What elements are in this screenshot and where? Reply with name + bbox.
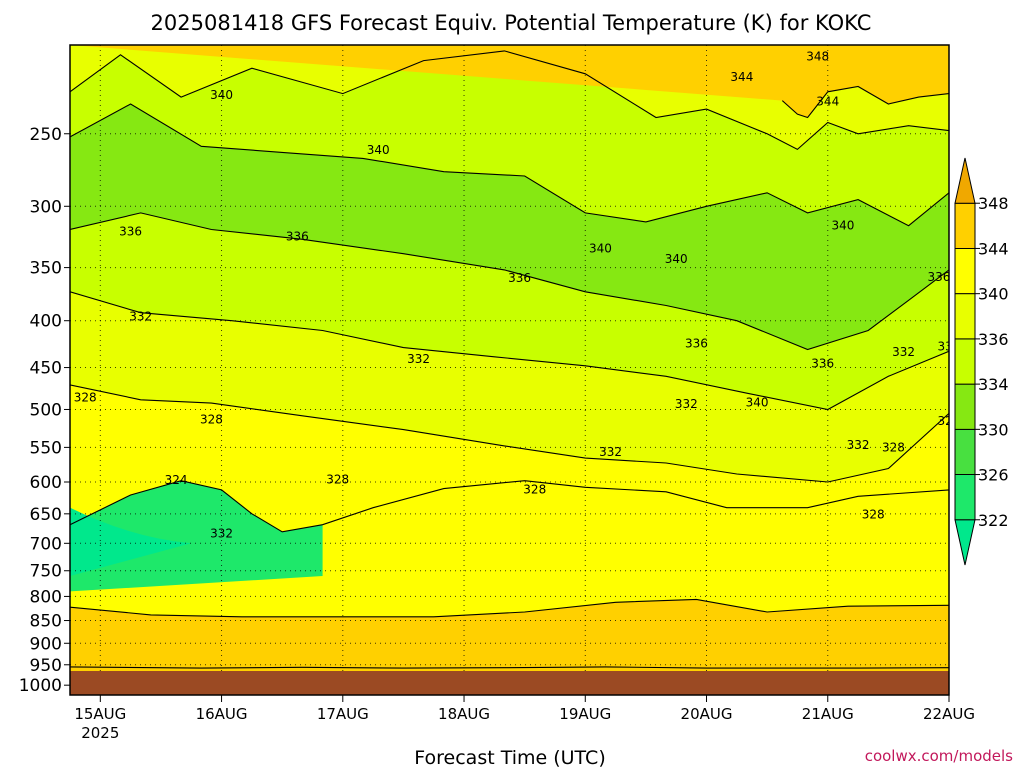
contour-344-7	[70, 598, 949, 618]
ytick-label-500: 500	[30, 400, 62, 420]
ground-surface	[70, 671, 949, 695]
xtick-year: 2025	[81, 724, 119, 742]
contour-label-24: 328	[326, 472, 349, 486]
contour-label-0: 348	[806, 50, 829, 64]
colorbar-bin-330-334	[954, 383, 976, 430]
ytick-label-300: 300	[30, 197, 62, 217]
xtick-label-19AUG: 19AUG	[559, 705, 611, 723]
colorbar-label-340: 340	[978, 285, 1009, 304]
contour-label-2: 344	[816, 95, 839, 109]
contour-label-11: 336	[508, 271, 531, 285]
gridlines	[70, 45, 949, 695]
ytick-label-700: 700	[30, 534, 62, 554]
contour-lines	[70, 50, 949, 669]
contour-label-10: 336	[286, 230, 309, 244]
colorbar-label-330: 330	[978, 420, 1009, 439]
colorbar-label-326: 326	[978, 466, 1009, 485]
contour-label-7: 340	[831, 218, 854, 232]
colorbar-label-348: 348	[978, 194, 1009, 213]
contour-328-5	[70, 384, 949, 483]
contour-label-20: 332	[892, 345, 915, 359]
colorbar: 322 326 330 334 336 340 344 348	[954, 157, 1009, 566]
contour-label-27: 328	[938, 414, 961, 428]
contour-label-23: 328	[200, 413, 223, 427]
y-axis: 2503003504004505005506006507007508008509…	[19, 125, 70, 696]
colorbar-bin-334-336	[954, 338, 976, 385]
ytick-label-250: 250	[30, 125, 62, 145]
ytick-label-850: 850	[30, 612, 62, 632]
contour-label-4: 340	[367, 143, 390, 157]
contour-label-16: 332	[407, 352, 430, 366]
plot-frame	[69, 44, 950, 696]
contour-label-14: 336	[927, 270, 950, 284]
ytick-label-600: 600	[30, 473, 62, 493]
contour-label-13: 336	[811, 357, 834, 371]
colorbar-bin-326-330	[954, 428, 976, 476]
contour-label-26: 328	[882, 441, 905, 455]
ytick-label-400: 400	[30, 312, 62, 332]
contour-label-19: 332	[847, 438, 870, 452]
ytick-label-950: 950	[30, 656, 62, 676]
contour-label-8: 340	[746, 395, 769, 409]
contour-labels: 348 344 344 340 340 340 340 340 340 336 336 336 336 3…	[74, 50, 961, 541]
colorbar-bin-<322	[954, 519, 976, 566]
contour-label-15: 332	[129, 310, 152, 324]
ytick-label-550: 550	[30, 438, 62, 458]
contour-label-18: 332	[599, 445, 622, 459]
contour-label-5: 340	[589, 242, 612, 256]
contour-344-1	[70, 50, 949, 151]
xtick-label-16AUG: 16AUG	[196, 705, 248, 723]
xtick-label-21AUG: 21AUG	[802, 705, 854, 723]
chart-title: 2025081418 GFS Forecast Equiv. Potential…	[151, 11, 872, 35]
contour-344-8	[70, 666, 949, 669]
contour-label-28: 328	[862, 508, 885, 522]
ytick-label-450: 450	[30, 359, 62, 379]
contour-label-6: 340	[665, 252, 688, 266]
colorbar-label-344: 344	[978, 239, 1009, 258]
xtick-label-17AUG: 17AUG	[317, 705, 369, 723]
band-coldest	[70, 507, 192, 577]
xtick-label-20AUG: 20AUG	[681, 705, 733, 723]
contour-label-9: 336	[119, 225, 142, 239]
contour-340-2	[70, 103, 949, 227]
colorbar-bin-336-340	[954, 293, 976, 340]
colorbar-label-322: 322	[978, 511, 1009, 530]
contour-label-22: 328	[74, 390, 97, 404]
colorbar-bin-344-348	[954, 202, 976, 249]
colorbar-bin-322-326	[954, 474, 976, 521]
x-axis: 15AUG 16AUG 17AUG 18AUG 19AUG 20AUG 21AUG 22AUG…	[74, 695, 975, 742]
ytick-label-1000: 1000	[19, 676, 62, 696]
contour-label-3: 340	[210, 88, 233, 102]
ytick-label-800: 800	[30, 587, 62, 607]
contour-348-0	[781, 85, 949, 119]
contour-label-12: 336	[685, 337, 708, 351]
x-axis-label: Forecast Time (UTC)	[414, 747, 605, 768]
colorbar-label-334: 334	[978, 375, 1009, 394]
xtick-label-22AUG: 22AUG	[923, 705, 975, 723]
contour-label-29: 324	[165, 473, 188, 487]
contour-label-25: 328	[523, 483, 546, 497]
credit-text: coolwx.com/models	[865, 747, 1013, 765]
contour-332-4	[70, 291, 949, 411]
ytick-label-350: 350	[30, 259, 62, 279]
heatmap-bands	[70, 45, 949, 695]
contour-label-30: 332	[210, 527, 233, 541]
contour-336-3	[70, 212, 949, 351]
ytick-label-750: 750	[30, 562, 62, 582]
contour-label-17: 332	[675, 397, 698, 411]
xtick-label-15AUG: 15AUG	[74, 705, 126, 723]
contour-label-1: 344	[730, 70, 753, 84]
colorbar-bin-340-344	[954, 247, 976, 295]
contour-324-6	[70, 480, 949, 533]
contour-label-21: 332	[938, 339, 961, 353]
colorbar-label-336: 336	[978, 330, 1009, 349]
xtick-label-18AUG: 18AUG	[438, 705, 490, 723]
ytick-label-650: 650	[30, 505, 62, 525]
band-upper-344	[70, 45, 949, 118]
colorbar-bin->348	[954, 157, 976, 204]
band-cool-core	[70, 480, 323, 592]
ytick-label-900: 900	[30, 634, 62, 654]
